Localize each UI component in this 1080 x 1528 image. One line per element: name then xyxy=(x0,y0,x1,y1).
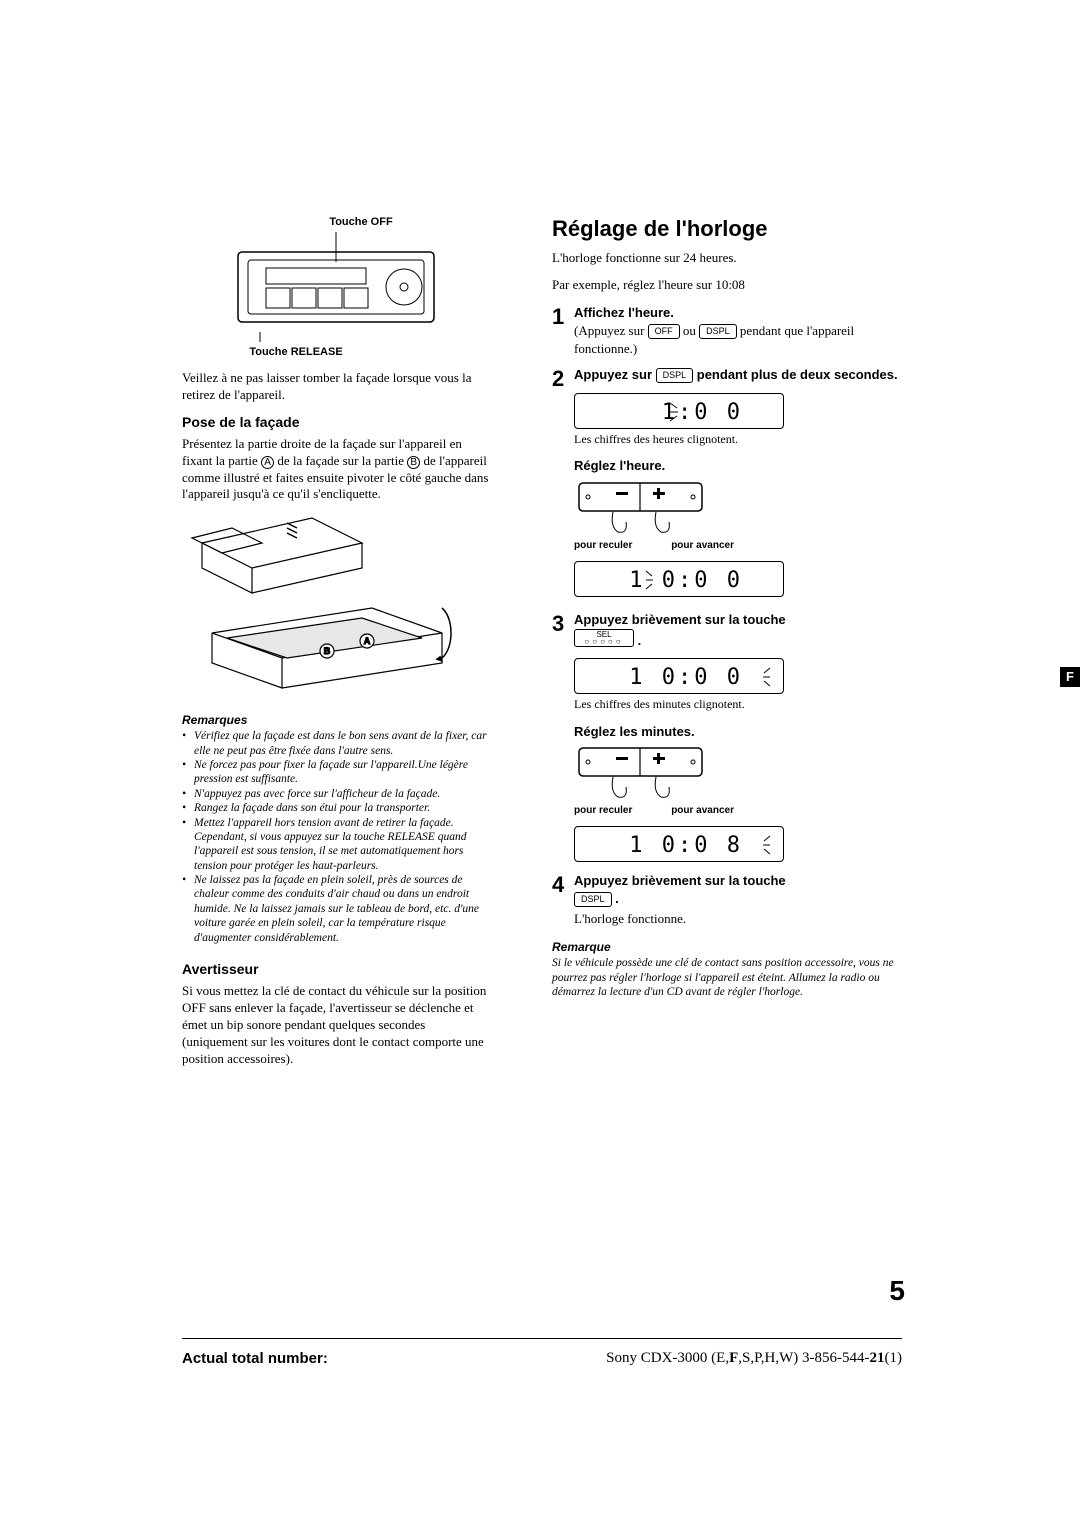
step-4-heading: Appuyez brièvement sur la touche DSPL . xyxy=(574,872,902,908)
lcd-1-caption: Les chiffres des heures clignotent. xyxy=(574,431,902,448)
right-column: Réglage de l'horloge L'horloge fonctionn… xyxy=(552,216,902,1000)
off-button-label: OFF xyxy=(648,324,680,339)
lcd-3-caption: Les chiffres des minutes clignotent. xyxy=(574,696,902,713)
seek-buttons-illustration xyxy=(578,482,703,537)
step-2-heading: Appuyez sur DSPL pendant plus de deux se… xyxy=(574,366,902,384)
list-item: N'appuyez pas avec force sur l'afficheur… xyxy=(192,787,490,801)
step-number: 1 xyxy=(552,304,574,330)
para-avertisseur: Si vous mettez la clé de contact du véhi… xyxy=(182,983,490,1067)
step-number: 4 xyxy=(552,872,574,898)
svg-text:A: A xyxy=(364,636,371,646)
sel-button-label: SEL○○○○○ xyxy=(574,629,634,647)
label-reculer: pour reculer xyxy=(574,539,632,553)
step-1-text: (Appuyez sur xyxy=(574,323,648,338)
footer-right: Sony CDX-3000 (E,F,S,P,H,W) 3-856-544-21… xyxy=(606,1350,902,1367)
para-pose-facade: Présentez la partie droite de la façade … xyxy=(182,436,490,504)
footer-left: Actual total number: xyxy=(182,1350,328,1367)
label-avancer: pour avancer xyxy=(671,539,734,553)
label-avancer: pour avancer xyxy=(671,804,734,818)
seek-labels: pour reculer pour avancer xyxy=(574,539,734,553)
step-number: 2 xyxy=(552,366,574,392)
lcd-display-1: 1:0 0 xyxy=(574,393,784,429)
dspl-button-label: DSPL xyxy=(574,892,612,907)
caption-touche-release: Touche RELEASE xyxy=(102,346,490,358)
step-2: 2 Appuyez sur DSPL pendant plus de deux … xyxy=(552,366,902,598)
dspl-button-label: DSPL xyxy=(699,324,737,339)
step-4-body: L'horloge fonctionne. xyxy=(574,910,902,928)
step-1-heading: Affichez l'heure. xyxy=(574,304,902,322)
blink-icon xyxy=(743,831,773,859)
heading-avertisseur: Avertisseur xyxy=(182,961,490,977)
label-reculer: pour reculer xyxy=(574,804,632,818)
step-3: 3 Appuyez brièvement sur la touche SEL○○… xyxy=(552,611,902,864)
list-item: Mettez l'appareil hors tension avant de … xyxy=(192,816,490,874)
step-1-text-mid: ou xyxy=(683,323,699,338)
para-24h: L'horloge fonctionne sur 24 heures. xyxy=(552,250,902,267)
dspl-button-label: DSPL xyxy=(656,368,694,383)
facade-isometric-illustration: A B xyxy=(182,513,472,703)
lcd-digits: 1 0:0 0 xyxy=(629,566,743,597)
para-warning-drop: Veillez à ne pas laisser tomber la façad… xyxy=(182,370,490,404)
page-content: Touche OFF Touche RELEASE Veillez à ne p… xyxy=(182,216,902,1077)
step-number: 3 xyxy=(552,611,574,637)
footer-rule xyxy=(182,1338,902,1339)
blink-icon xyxy=(743,663,773,691)
side-tab-f: F xyxy=(1060,667,1080,687)
heading-reglage-horloge: Réglage de l'horloge xyxy=(552,216,902,242)
remarque-heading: Remarque xyxy=(552,940,902,954)
seek-labels: pour reculer pour avancer xyxy=(574,804,734,818)
list-item: Rangez la façade dans son étui pour la t… xyxy=(192,801,490,815)
remarques-list: Vérifiez que la façade est dans le bon s… xyxy=(182,729,490,945)
seek-buttons-illustration xyxy=(578,747,703,802)
set-hour-heading: Réglez l'heure. xyxy=(574,457,902,475)
lcd-display-4: 1 0:0 8 xyxy=(574,826,784,862)
device-front-illustration xyxy=(236,232,436,342)
list-item: Ne laissez pas la façade en plein soleil… xyxy=(192,873,490,945)
lcd-digits: 1 0:0 8 xyxy=(629,831,743,862)
lcd-display-3: 1 0:0 0 xyxy=(574,658,784,694)
step-1: 1 Affichez l'heure. (Appuyez sur OFF ou … xyxy=(552,304,902,359)
step-4: 4 Appuyez brièvement sur la touche DSPL … xyxy=(552,872,902,929)
heading-pose-facade: Pose de la façade xyxy=(182,414,490,430)
list-item: Vérifiez que la façade est dans le bon s… xyxy=(192,729,490,758)
list-item: Ne forcez pas pour fixer la façade sur l… xyxy=(192,758,490,787)
remarques-heading: Remarques xyxy=(182,713,490,727)
lcd-digits: 1 0:0 0 xyxy=(629,663,743,694)
remarque-body: Si le véhicule possède une clé de contac… xyxy=(552,956,902,999)
footer: Actual total number: Sony CDX-3000 (E,F,… xyxy=(182,1350,902,1367)
step-3-heading: Appuyez brièvement sur la touche SEL○○○○… xyxy=(574,611,902,650)
label-b: B xyxy=(407,456,420,469)
left-column: Touche OFF Touche RELEASE Veillez à ne p… xyxy=(182,216,490,1077)
para-example: Par exemple, réglez l'heure sur 10:08 xyxy=(552,277,902,294)
page-number: 5 xyxy=(889,1275,905,1307)
lcd-display-2: 1 0:0 0 xyxy=(574,561,784,597)
label-a: A xyxy=(261,456,274,469)
set-minutes-heading: Réglez les minutes. xyxy=(574,723,902,741)
lcd-digits: 1:0 0 xyxy=(662,398,743,429)
svg-text:B: B xyxy=(324,646,331,656)
caption-touche-off: Touche OFF xyxy=(232,216,490,228)
